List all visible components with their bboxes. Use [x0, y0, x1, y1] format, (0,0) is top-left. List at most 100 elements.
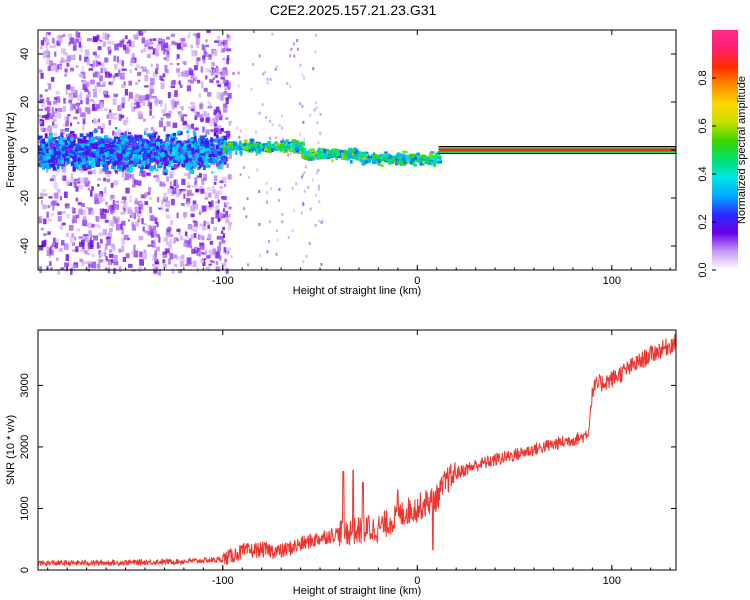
- spectrogram-cell: [73, 143, 78, 146]
- spectrogram-cell: [52, 163, 56, 167]
- spectrogram-cell: [124, 47, 130, 54]
- spectrogram-cell: [103, 177, 107, 182]
- spectrogram-cell: [45, 114, 50, 120]
- spectrogram-cell: [427, 156, 432, 161]
- spectrogram-cell: [79, 133, 84, 138]
- spectrogram-cell: [427, 155, 432, 158]
- spectrogram-cell: [38, 121, 42, 124]
- spectrogram-cell: [123, 160, 129, 166]
- spectrogram-cell: [217, 40, 222, 47]
- spectrogram-cell: [224, 258, 227, 263]
- spectrogram-cell: [183, 143, 187, 147]
- spectrogram-cell: [131, 53, 135, 58]
- spectrogram-cell: [301, 104, 304, 108]
- spectrogram-cell: [169, 238, 173, 245]
- spectrogram-cell: [172, 154, 177, 158]
- spectrogram-cell: [180, 188, 186, 192]
- spectrogram-cell: [95, 161, 100, 167]
- spectrogram-cell: [61, 57, 64, 63]
- spectrogram-cell: [62, 128, 66, 135]
- spectrogram-cell: [322, 154, 325, 158]
- spectrogram-cell: [151, 149, 155, 154]
- spectrogram-cell: [150, 150, 153, 154]
- spectrogram-cell: [210, 162, 215, 165]
- spectrogram-cell: [114, 155, 118, 161]
- spectrogram-cell: [65, 70, 68, 77]
- figure-title: C2E2.2025.157.21.23.G31: [270, 2, 437, 18]
- spectrogram-cell: [164, 162, 170, 167]
- spectrogram-cell: [38, 145, 44, 149]
- spectrogram-cell: [200, 118, 205, 121]
- spectrogram-cell: [183, 61, 187, 66]
- spectrogram-cell: [46, 48, 49, 56]
- spectrogram-cell: [49, 45, 55, 48]
- spectrogram-cell: [106, 40, 111, 45]
- spectrogram-cell: [130, 158, 134, 161]
- spectrogram-cell: [208, 159, 213, 163]
- spectrogram-cell: [317, 184, 320, 188]
- spectrogram-cell: [281, 143, 285, 147]
- spectrogram-cell: [59, 35, 64, 38]
- spectrogram-cell: [46, 246, 51, 249]
- spectrogram-cell: [193, 135, 197, 141]
- spectrogram-cell: [40, 215, 43, 219]
- spectrogram-cell: [103, 248, 108, 252]
- spectrogram-cell: [271, 144, 274, 148]
- spectrogram-cell: [207, 100, 211, 104]
- spectrogram-cell: [254, 142, 260, 146]
- spectrogram-cell: [221, 176, 227, 184]
- spectrogram-cell: [87, 263, 92, 268]
- spectrogram-cell: [109, 204, 115, 211]
- spectrogram-cell: [201, 135, 206, 141]
- spectrogram-cell: [236, 146, 240, 150]
- spectrogram-cell: [39, 192, 44, 199]
- spectrogram-cell: [173, 237, 178, 241]
- spectrogram-cell: [108, 253, 114, 258]
- spectrogram-cell: [223, 202, 227, 208]
- spectrogram-cell: [111, 258, 114, 264]
- spectrogram-cell: [167, 150, 170, 155]
- spectrogram-cell: [314, 223, 317, 227]
- spectrogram-cell: [94, 224, 97, 227]
- spectrogram-cell: [74, 181, 77, 189]
- spectrogram-cell: [151, 137, 156, 142]
- spectrogram-cell: [51, 152, 56, 158]
- spectrogram-cell: [51, 37, 55, 44]
- spectrogram-cell: [220, 77, 225, 80]
- spectrogram-cell: [109, 109, 112, 113]
- spectrogram-cell: [91, 148, 97, 152]
- spectrogram-cell: [57, 158, 62, 164]
- spectrogram-cell: [182, 43, 187, 47]
- spectrogram-cell: [118, 161, 122, 165]
- spectrogram-cell: [215, 251, 221, 259]
- spectrogram-cell: [237, 84, 240, 88]
- spectrogram-cell: [165, 69, 169, 74]
- spectrogram-cell: [184, 146, 187, 152]
- spectrogram-cell: [373, 156, 378, 159]
- snr-x-label: Height of straight line (km): [293, 585, 421, 597]
- spectrogram-cell: [361, 153, 365, 156]
- spectrogram-cell: [302, 120, 305, 124]
- spectrogram-cell: [293, 54, 296, 58]
- spectrogram-cell: [113, 63, 118, 70]
- spectrogram-cell: [119, 135, 125, 140]
- spectrogram-cell: [66, 116, 69, 122]
- spectrogram-cell: [121, 163, 126, 167]
- spectrogram-cell: [101, 140, 105, 145]
- spectrogram-cell: [110, 182, 114, 188]
- spectrogram-cell: [71, 233, 74, 238]
- spectrogram-cell: [74, 154, 77, 159]
- spectrogram-cell: [113, 144, 116, 148]
- spectrogram-cell: [85, 81, 90, 87]
- spectrogram-cell: [60, 129, 65, 134]
- spectrogram-cell: [199, 101, 204, 105]
- spectrogram-cell: [40, 162, 43, 167]
- spectrogram-cell: [155, 44, 161, 50]
- spectrogram-cell: [124, 156, 128, 161]
- spectrogram-cell: [109, 149, 114, 155]
- spectrogram-cell: [264, 70, 267, 74]
- spectrogram-cell: [335, 152, 340, 156]
- spectrogram-cell: [134, 36, 139, 40]
- spectrogram-cell: [198, 234, 203, 240]
- spectrogram-cell: [166, 51, 170, 58]
